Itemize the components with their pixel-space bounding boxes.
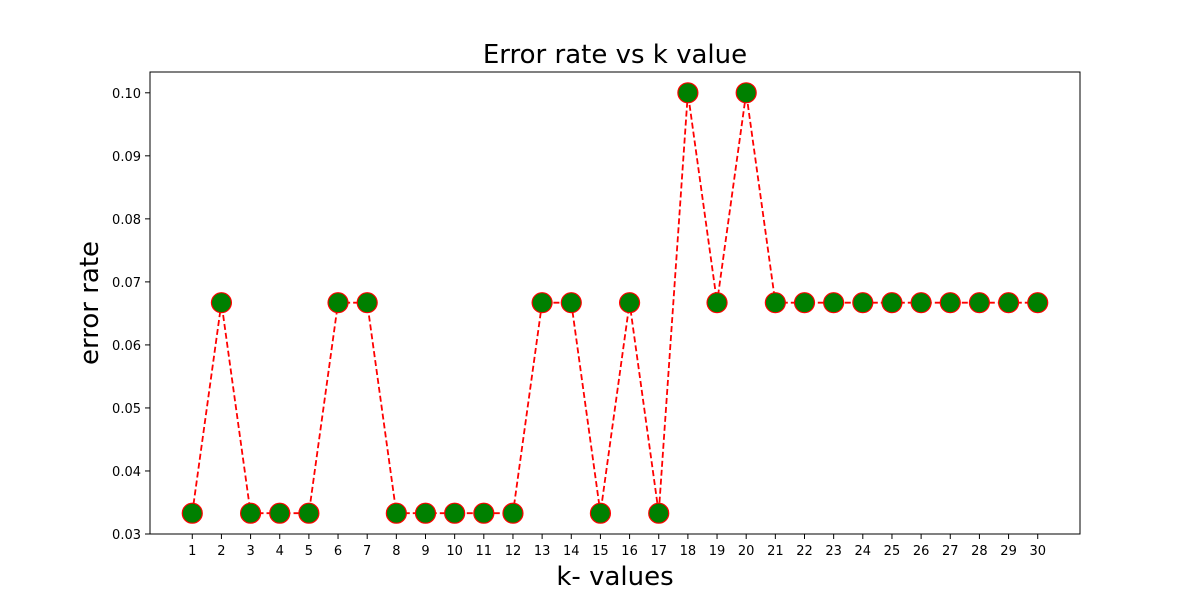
data-point — [589, 502, 612, 524]
x-tick-label: 20 — [738, 544, 755, 559]
x-tick-label: 8 — [392, 544, 400, 559]
x-tick-label: 5 — [305, 544, 313, 559]
x-tick-label: 15 — [592, 544, 609, 559]
data-point — [735, 82, 757, 104]
data-point — [444, 502, 466, 524]
x-tick-label: 11 — [476, 544, 493, 559]
data-point — [1027, 292, 1049, 314]
x-tick-label: 24 — [855, 544, 872, 559]
data-point — [910, 292, 932, 314]
data-point — [385, 502, 407, 524]
x-tick-label: 13 — [534, 544, 551, 559]
data-point — [677, 82, 699, 104]
x-tick-label: 9 — [421, 544, 429, 559]
y-tick-label: 0.03 — [112, 528, 141, 543]
series-line — [191, 92, 1038, 515]
y-tick-label: 0.08 — [112, 213, 141, 228]
y-tick-label: 0.09 — [112, 150, 141, 165]
x-tick-label: 16 — [621, 544, 638, 559]
x-tick-label: 29 — [1000, 544, 1017, 559]
plot-frame — [149, 71, 1081, 535]
x-tick-label: 14 — [563, 544, 580, 559]
data-point — [473, 502, 495, 524]
x-axis-label: k- values — [556, 562, 673, 592]
x-tick-label: 3 — [246, 544, 254, 559]
data-point — [764, 292, 786, 314]
y-tick-label: 0.10 — [112, 87, 141, 102]
chart-title: Error rate vs k value — [483, 40, 747, 70]
data-point — [618, 292, 641, 314]
data-point — [356, 292, 378, 314]
data-point — [881, 292, 903, 314]
x-tick-label: 18 — [680, 544, 697, 559]
y-tick-label: 0.06 — [112, 339, 141, 354]
x-tick-label: 27 — [942, 544, 959, 559]
data-point — [823, 292, 845, 314]
x-tick-label: 26 — [913, 544, 930, 559]
y-tick-label: 0.07 — [112, 276, 141, 291]
x-tick-label: 7 — [363, 544, 371, 559]
y-tick-label: 0.04 — [112, 465, 141, 480]
data-point — [793, 292, 816, 314]
data-point — [706, 292, 728, 314]
x-tick-label: 21 — [767, 544, 784, 559]
data-point — [502, 502, 524, 524]
x-tick-label: 1 — [188, 544, 196, 559]
data-point — [239, 502, 262, 524]
x-tick-label: 19 — [709, 544, 726, 559]
x-tick-label: 12 — [505, 544, 522, 559]
x-tick-label: 25 — [884, 544, 901, 559]
data-point — [269, 502, 291, 524]
data-point — [298, 502, 320, 524]
data-point — [327, 292, 349, 314]
data-point — [210, 292, 233, 314]
x-tick-label: 6 — [334, 544, 342, 559]
x-tick-label: 10 — [446, 544, 463, 559]
y-tick-label: 0.05 — [112, 402, 141, 417]
data-point — [648, 502, 670, 524]
plot-area: 1 2 3 4 5 6 7 8 9 10 11 12 13 14 15 16 17 18 19 20 21 22 23 24 2… — [112, 71, 1081, 559]
data-point — [968, 292, 991, 314]
x-tick-label: 28 — [971, 544, 988, 559]
x-tick-label: 30 — [1029, 544, 1046, 559]
data-point — [181, 502, 203, 524]
data-point — [852, 292, 874, 314]
data-point — [414, 502, 437, 524]
x-tick-label: 4 — [276, 544, 284, 559]
x-tick-label: 23 — [825, 544, 842, 559]
data-point — [531, 292, 553, 314]
data-point — [997, 292, 1020, 314]
y-axis-label: error rate — [75, 241, 105, 365]
data-point — [560, 292, 582, 314]
x-tick-label: 22 — [796, 544, 813, 559]
data-point — [939, 292, 961, 314]
x-tick-label: 2 — [217, 544, 225, 559]
x-tick-label: 17 — [650, 544, 667, 559]
